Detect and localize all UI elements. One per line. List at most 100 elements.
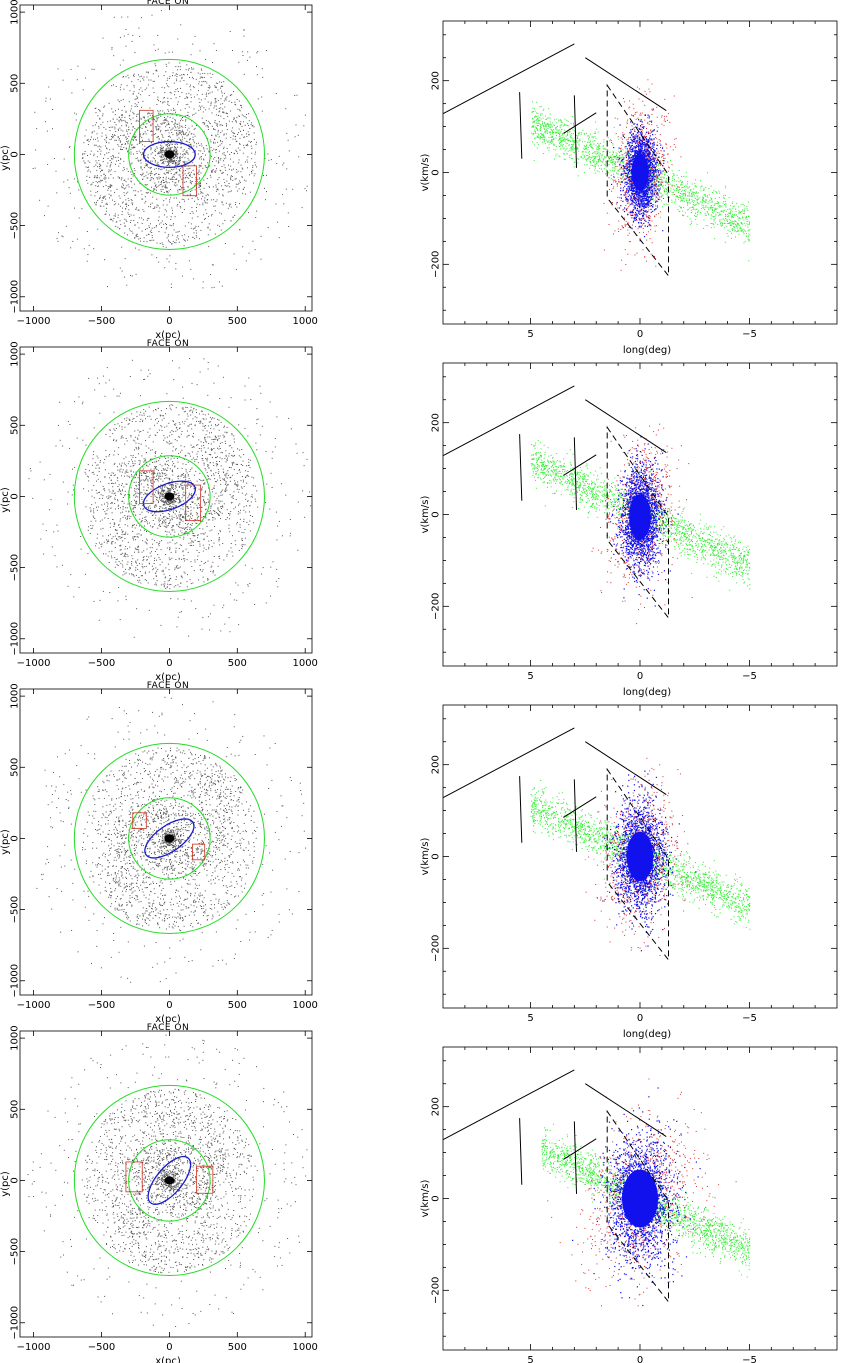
gas-particle [552,135,554,137]
particle [176,115,178,117]
red-particle [634,215,636,216]
particle [153,239,155,241]
particle [179,158,180,160]
particle [92,181,94,183]
gas-particle [733,214,735,216]
particle [220,132,222,134]
gas-particle [681,198,683,200]
particle [164,209,166,211]
particle [249,56,251,58]
particle [183,73,184,75]
particle [190,84,191,86]
gas-particle [732,223,734,225]
gas-particle [731,213,733,215]
red-particle [659,178,661,180]
gas-particle [698,203,700,205]
particle [180,185,181,187]
particle [225,97,227,99]
particle [147,72,149,74]
particle [127,141,129,143]
particle [216,188,218,190]
red-particle [633,194,635,196]
gas-particle [711,207,713,209]
particle [304,114,306,116]
particle [128,204,129,206]
particle [208,166,210,167]
particle [130,199,132,200]
particle [195,180,197,182]
particle [198,105,200,107]
particle [98,177,100,179]
gas-particle [548,108,550,110]
gas-particle [731,221,733,223]
red-particle [615,161,617,163]
particle [242,188,244,190]
particle [126,168,128,170]
gas-particle [660,183,662,184]
gas-particle [724,197,725,199]
particle [158,223,160,225]
red-particle [656,106,658,108]
particle [209,123,211,125]
gas-particle [629,179,631,180]
particle [166,237,168,239]
particle [215,114,217,116]
particle [146,184,148,186]
particle [93,248,95,250]
particle [233,152,235,154]
particle [248,252,250,254]
gas-particle [654,179,656,181]
gas-particle [549,121,551,123]
gas-particle [743,222,745,224]
gas-particle [581,151,583,153]
gas-particle [679,189,681,190]
particle [137,101,139,103]
particle [160,177,161,179]
particle [183,80,185,82]
particle [205,145,207,147]
gas-particle [607,160,609,162]
particle [186,177,188,179]
gas-particle [693,207,695,209]
particle [138,227,140,229]
particle [127,184,129,186]
particle [147,160,149,162]
particle [184,234,186,236]
particle [213,107,215,109]
gas-particle [743,242,745,244]
particle [127,170,129,172]
particle [200,108,201,110]
gas-particle [748,229,750,231]
particle [214,171,216,173]
particle [146,171,148,173]
particle [237,147,239,149]
gas-particle [588,135,590,137]
particle [150,141,152,143]
red-particle [630,159,632,161]
particle [184,177,186,179]
gas-particle [534,138,536,139]
red-particle [627,167,629,169]
particle [100,124,102,126]
red-particle [635,205,636,207]
particle [116,160,118,162]
red-particle [650,148,652,150]
gas-particle [573,124,574,126]
gas-particle [602,161,604,163]
gas-particle [705,202,707,204]
particle [234,133,236,135]
particle [235,149,237,151]
gas-particle [727,209,729,210]
particle [173,148,175,150]
particle [107,121,109,123]
gas-particle [587,158,589,160]
particle [85,166,87,168]
red-particle [650,225,652,227]
particle [132,204,133,206]
particle [199,77,201,79]
gas-particle [581,141,583,143]
gas-particle [661,181,663,183]
particle [148,234,150,235]
particle [216,199,218,201]
particle [220,81,222,83]
